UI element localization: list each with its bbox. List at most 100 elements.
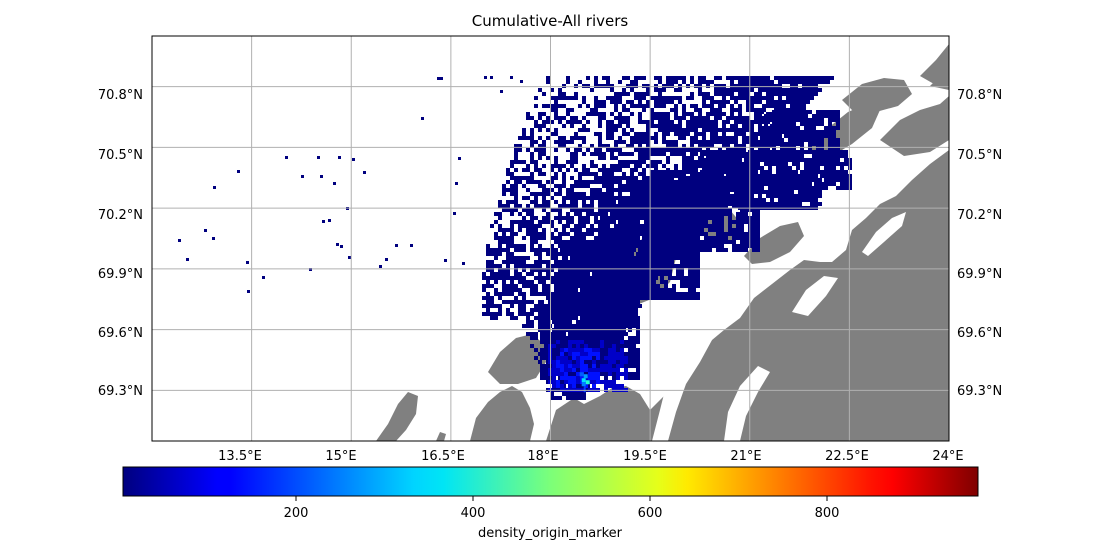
- density-cell: [572, 336, 576, 340]
- density-cell: [570, 228, 574, 232]
- density-cell: [798, 104, 802, 108]
- density-cell: [726, 92, 730, 96]
- density-cell: [654, 100, 658, 104]
- density-cell: [600, 264, 604, 268]
- density-cell: [764, 170, 768, 174]
- density-cell: [704, 170, 708, 174]
- density-cell: [534, 224, 538, 228]
- density-cell: [796, 150, 800, 154]
- density-cell: [770, 92, 774, 96]
- density-cell: [820, 186, 824, 190]
- density-cell: [724, 236, 728, 240]
- density-cell: [634, 84, 638, 88]
- density-cell: [788, 134, 792, 138]
- density-cell: [670, 182, 674, 186]
- density-cell: [628, 296, 632, 300]
- density-cell: [678, 128, 682, 132]
- density-cell: [824, 186, 828, 190]
- density-cell: [620, 320, 624, 324]
- density-cell: [694, 108, 698, 112]
- density-cell: [604, 228, 608, 232]
- density-cell: [598, 116, 602, 120]
- density-cell: [650, 170, 654, 174]
- density-cell: [614, 188, 618, 192]
- density-cell: [678, 116, 682, 120]
- density-cell: [622, 128, 626, 132]
- density-cell: [634, 104, 638, 108]
- density-cell: [546, 104, 550, 108]
- density-cell: [560, 300, 564, 304]
- density-cell: [612, 292, 616, 296]
- density-cell: [756, 166, 760, 170]
- density-cell: [674, 152, 678, 156]
- density-cell: [538, 232, 542, 236]
- density-cell: [594, 236, 598, 240]
- density-cell: [564, 284, 568, 288]
- density-cell: [574, 232, 578, 236]
- density-cell: [608, 292, 612, 296]
- density-cell: [604, 336, 608, 340]
- density-cell: [672, 288, 676, 292]
- density-cell: [772, 182, 776, 186]
- density-cell: [646, 148, 650, 152]
- density-cell: [722, 104, 726, 108]
- density-cell: [666, 194, 670, 198]
- density-cell: [682, 128, 686, 132]
- density-cell: [620, 244, 624, 248]
- density-cell: [570, 156, 574, 160]
- density-cell: [668, 220, 672, 224]
- density-cell: [644, 252, 648, 256]
- density-cell: [720, 228, 724, 232]
- density-cell: [634, 176, 638, 180]
- density-cell: [542, 92, 546, 96]
- density-cell: [642, 92, 646, 96]
- density-cell: [714, 124, 718, 128]
- density-cell: [506, 256, 510, 260]
- density-cell: [730, 88, 734, 92]
- density-cell: [644, 296, 648, 300]
- density-cell: [644, 292, 648, 296]
- density-cell: [546, 248, 550, 252]
- density-cell: [624, 364, 628, 368]
- density-cell: [594, 212, 598, 216]
- density-cell: [574, 132, 578, 136]
- density-cell: [696, 228, 700, 232]
- density-cell: [742, 124, 746, 128]
- density-cell: [656, 212, 660, 216]
- density-cell: [820, 170, 824, 174]
- density-cell: [552, 304, 556, 308]
- density-cell: [610, 84, 614, 88]
- density-cell: [578, 120, 582, 124]
- density-cell: [646, 192, 650, 196]
- density-cell: [692, 232, 696, 236]
- density-cell: [550, 244, 554, 248]
- density-cell: [692, 236, 696, 240]
- density-cell: [518, 212, 522, 216]
- density-cell: [790, 104, 794, 108]
- density-cell: [706, 104, 710, 108]
- density-cell: [546, 216, 550, 220]
- density-cell: [730, 96, 734, 100]
- density-cell: [812, 130, 816, 134]
- density-cell: [662, 96, 666, 100]
- density-cell: [490, 312, 494, 316]
- density-cell: [734, 198, 738, 202]
- density-cell: [542, 288, 546, 292]
- density-cell: [550, 164, 554, 168]
- density-cell: [592, 332, 596, 336]
- density-cell: [792, 178, 796, 182]
- density-cell: [776, 174, 780, 178]
- density-cell: [552, 340, 556, 344]
- density-cell: [636, 304, 640, 308]
- density-cell: [646, 224, 650, 228]
- density-cell: [646, 180, 650, 184]
- density-cell: [526, 312, 530, 316]
- density-cell: [804, 114, 808, 118]
- density-cell: [552, 300, 556, 304]
- density-cell: [794, 92, 798, 96]
- density-cell: [706, 194, 710, 198]
- density-cell: [608, 260, 612, 264]
- density-cell: [560, 264, 564, 268]
- density-cell: [674, 182, 678, 186]
- density-cell: [498, 268, 502, 272]
